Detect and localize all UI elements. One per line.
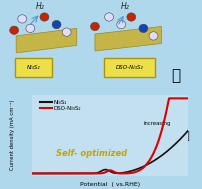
Circle shape: [139, 24, 148, 33]
Circle shape: [117, 20, 126, 29]
Text: increasing: increasing: [143, 121, 170, 126]
Circle shape: [52, 20, 61, 29]
Circle shape: [26, 24, 35, 33]
Circle shape: [40, 13, 49, 21]
Text: Potential  ( vs.RHE): Potential ( vs.RHE): [80, 182, 140, 187]
FancyBboxPatch shape: [104, 58, 155, 77]
Circle shape: [62, 28, 71, 36]
Circle shape: [10, 26, 19, 34]
Text: Ni₃S₂: Ni₃S₂: [26, 65, 40, 70]
Circle shape: [105, 13, 114, 21]
Text: Current density (mA cm⁻²): Current density (mA cm⁻²): [10, 100, 15, 170]
Circle shape: [18, 15, 27, 23]
Text: H₂: H₂: [36, 2, 45, 12]
Circle shape: [127, 13, 136, 21]
Text: H₂: H₂: [121, 2, 130, 12]
Circle shape: [90, 22, 99, 31]
Text: DSO-Ni₃S₂: DSO-Ni₃S₂: [115, 65, 143, 70]
Polygon shape: [95, 26, 162, 51]
Text: 🏃: 🏃: [171, 68, 180, 83]
Text: Self- optimized: Self- optimized: [56, 149, 127, 157]
Circle shape: [149, 32, 158, 40]
FancyBboxPatch shape: [15, 58, 52, 77]
Legend: Ni₃S₂, DSO-Ni₃S₂: Ni₃S₂, DSO-Ni₃S₂: [38, 97, 84, 113]
Polygon shape: [16, 28, 77, 53]
Text: 🏃: 🏃: [183, 131, 189, 141]
